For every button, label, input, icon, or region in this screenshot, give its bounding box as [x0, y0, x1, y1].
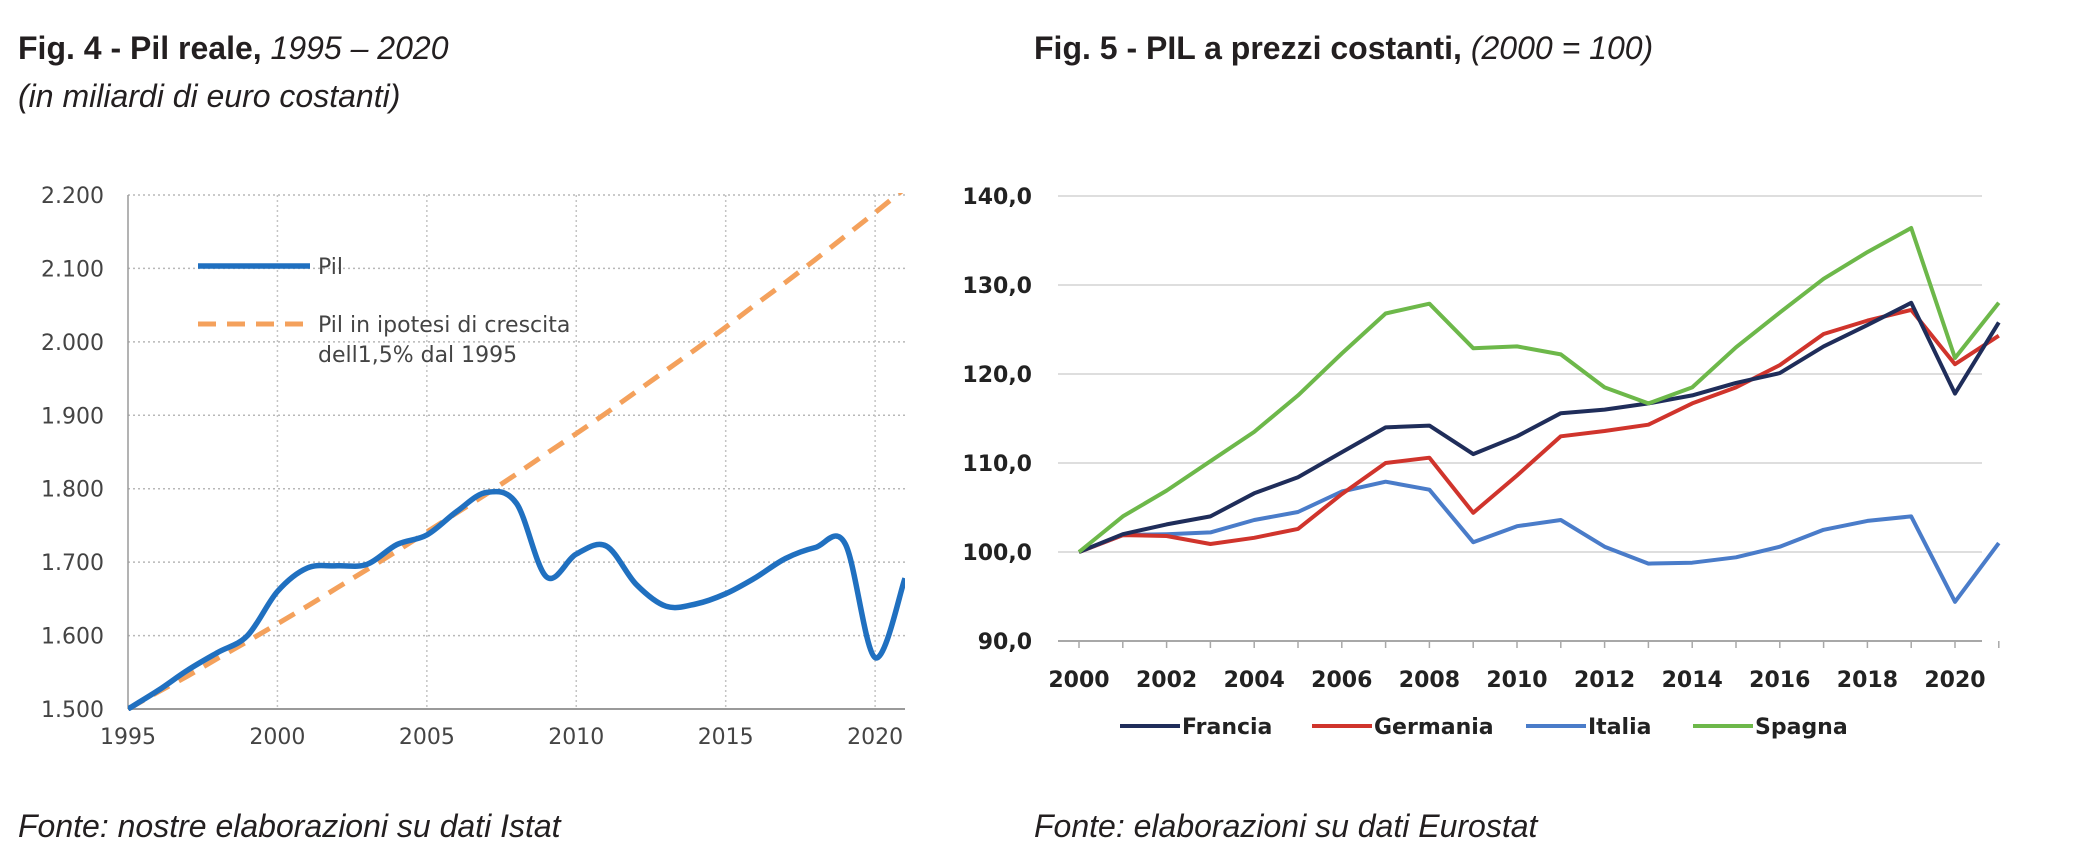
fig4-series-pil-line	[128, 488, 905, 711]
fig5-xtick-label: 2006	[1311, 668, 1372, 693]
fig4-series-pil-hypothesis-line	[128, 193, 904, 711]
fig4-xtick-label: 2000	[249, 725, 305, 750]
fig4-source: Fonte: nostre elaborazioni su dati Istat	[18, 808, 561, 844]
fig4-legend-label-hypothesis-line1: Pil in ipotesi di crescita	[318, 313, 570, 338]
fig5-source: Fonte: elaborazioni su dati Eurostat	[1034, 808, 1538, 844]
fig4-ytick-label: 2.100	[41, 257, 104, 282]
fig5-xtick-label: 2020	[1924, 668, 1985, 693]
fig4-chart: 1.500 1.600 1.700 1.800 1.900 2.000 2.100 2.200…	[41, 184, 905, 750]
fig5-xtick-label: 2014	[1662, 668, 1723, 693]
fig4-legend-label-hypothesis-line2: dell1,5% dal 1995	[318, 343, 517, 368]
fig5-title-bold: Fig. 5 - PIL a prezzi costanti,	[1034, 30, 1462, 66]
fig5-xtick-label: 2018	[1837, 668, 1898, 693]
fig4-title-bold: Fig. 4 - Pil reale,	[18, 30, 262, 66]
fig5-legend-label-francia: Francia	[1182, 715, 1272, 740]
fig5-xtick-label: 2010	[1486, 668, 1547, 693]
fig4-xtick-label: 2015	[698, 725, 754, 750]
fig5-ytick-label: 140,0	[962, 185, 1032, 210]
fig5-series-germania-line	[1078, 307, 2000, 554]
fig4-subtitle: (in miliardi di euro costanti)	[18, 78, 401, 114]
fig5-ytick-label: 130,0	[962, 274, 1032, 299]
fig5-title: Fig. 5 - PIL a prezzi costanti, (2000 = …	[1034, 26, 1653, 70]
fig5-series-francia-line	[1078, 300, 2001, 554]
fig4-ytick-label: 1.900	[41, 404, 104, 429]
fig4-ytick-label: 1.600	[41, 625, 104, 650]
fig4-ytick-label: 1.700	[41, 551, 104, 576]
fig5-title-italic: (2000 = 100)	[1470, 30, 1654, 66]
fig4-xtick-label: 2010	[548, 725, 604, 750]
fig5-chart: 90,0 100,0 110,0 120,0 130,0 140,0 2000 2002 200…	[962, 185, 2001, 740]
fig5-xtick-label: 2012	[1574, 668, 1635, 693]
fig5-ytick-label: 90,0	[978, 630, 1032, 655]
fig4-title: Fig. 4 - Pil reale, 1995 – 2020	[18, 26, 448, 70]
fig4-xtick-label: 1995	[100, 725, 156, 750]
fig5-series-italia-line	[1078, 479, 2001, 604]
fig4-ytick-label: 2.000	[41, 331, 104, 356]
fig5-ytick-label: 120,0	[962, 363, 1032, 388]
fig4-legend-label-pil: Pil	[318, 255, 343, 280]
fig5-xtick-label: 2002	[1136, 668, 1197, 693]
fig4-title-italic: 1995 – 2020	[270, 30, 449, 66]
fig5-xtick-label: 2004	[1224, 668, 1285, 693]
fig5-xtick-label: 2000	[1048, 668, 1109, 693]
fig5-legend-label-spagna: Spagna	[1755, 715, 1848, 740]
fig4-ytick-label: 1.500	[41, 698, 104, 723]
fig5-ytick-label: 110,0	[962, 452, 1032, 477]
fig5-ytick-label: 100,0	[962, 541, 1032, 566]
fig5-xtick-label: 2008	[1399, 668, 1460, 693]
fig5-legend-label-italia: Italia	[1588, 715, 1651, 740]
fig5-xtick-label: 2016	[1749, 668, 1810, 693]
fig4-ytick-label: 2.200	[41, 184, 104, 209]
fig5-legend-label-germania: Germania	[1374, 715, 1494, 740]
fig4-xtick-label: 2005	[399, 725, 455, 750]
fig4-ytick-label: 1.800	[41, 478, 104, 503]
fig5-series-spagna-line	[1077, 226, 2001, 554]
fig4-xtick-label: 2020	[847, 725, 903, 750]
